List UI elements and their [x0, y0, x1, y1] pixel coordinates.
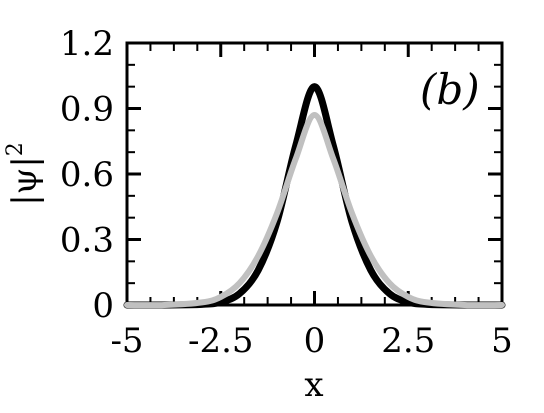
x-tick-label: -5	[110, 321, 143, 361]
y-tick-label: 1.2	[60, 24, 114, 64]
y-axis-title: |ψ|2	[3, 142, 45, 206]
y-tick-label: 0.9	[60, 90, 114, 130]
y-tick-label: 0.3	[60, 221, 114, 261]
y-tick-labels: 0 0.3 0.6 0.9 1.2	[60, 24, 114, 326]
x-tick-labels: -5 -2.5 0 2.5 5	[110, 321, 512, 361]
series-group	[123, 83, 506, 309]
series-line-2	[124, 112, 505, 309]
svg-text:|ψ|2: |ψ|2	[3, 142, 45, 206]
x-tick-label: 0	[304, 321, 326, 361]
panel-label: (b)	[420, 65, 480, 114]
x-tick-label: 5	[491, 321, 513, 361]
y-tick-label: 0	[92, 286, 114, 326]
x-tick-label: 2.5	[381, 321, 435, 361]
y-axis-title-sup: 2	[3, 142, 28, 156]
x-axis-title: x	[304, 365, 323, 405]
y-tick-label: 0.6	[60, 155, 114, 195]
y-axis-title-main: |ψ|	[5, 156, 45, 206]
axis-ticks	[125, 41, 504, 307]
x-tick-label: -2.5	[188, 321, 254, 361]
series-line-1	[123, 83, 506, 309]
